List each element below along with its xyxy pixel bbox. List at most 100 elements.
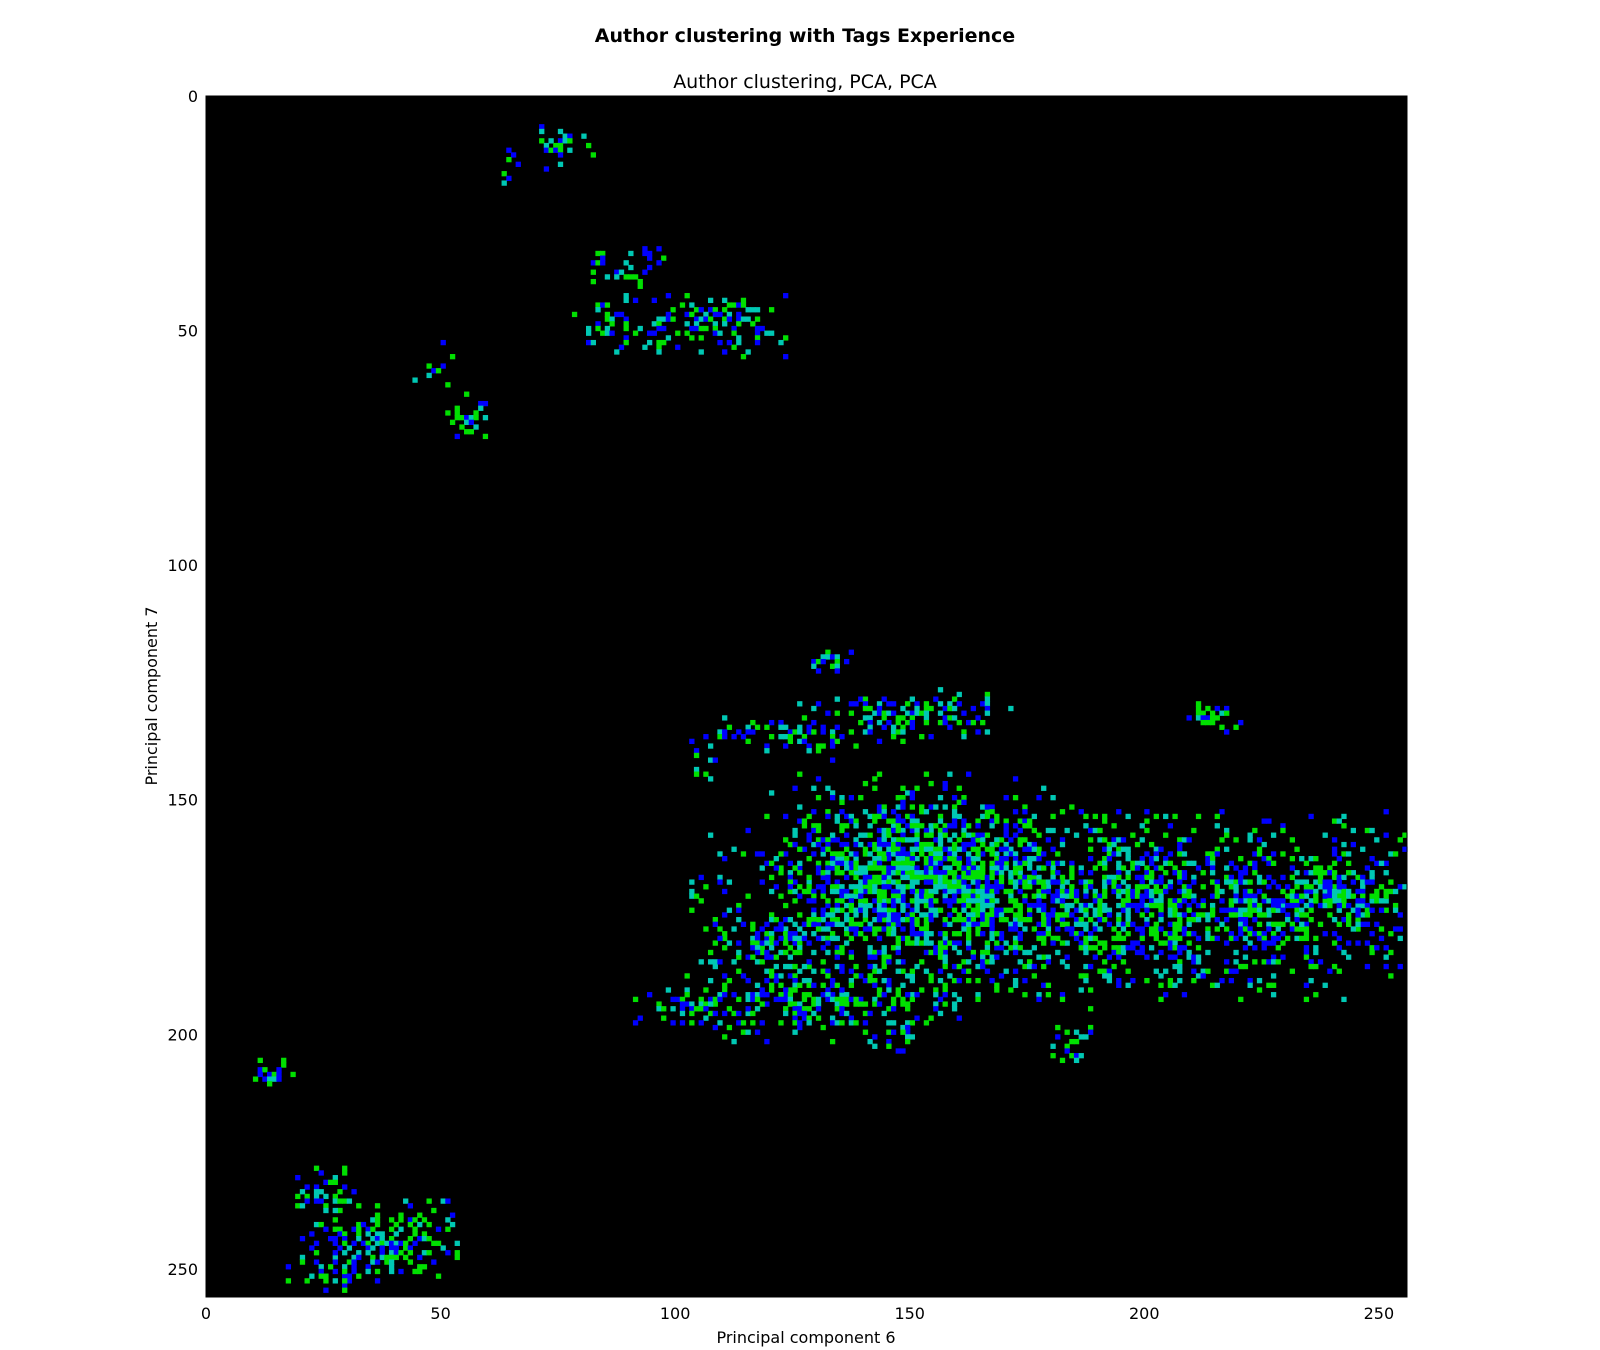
heatmap-cell — [890, 823, 897, 829]
heatmap-cell — [356, 1236, 362, 1242]
heatmap-cell — [1228, 935, 1235, 942]
heatmap-cell — [1224, 729, 1230, 735]
heatmap-cell — [342, 1278, 348, 1284]
heatmap-cell — [454, 1254, 460, 1261]
heatmap-cell — [834, 888, 840, 895]
heatmap-cell — [951, 874, 958, 881]
heatmap-cell — [618, 344, 625, 350]
heatmap-cell — [862, 846, 869, 852]
heatmap-cell — [881, 884, 887, 890]
heatmap-cell — [890, 912, 897, 918]
y-tick-label: 250 — [167, 1260, 198, 1279]
heatmap-cell — [515, 161, 521, 167]
heatmap-cell — [750, 935, 756, 942]
heatmap-cell — [1299, 893, 1305, 899]
heatmap-cell — [1139, 837, 1145, 843]
heatmap-cell — [933, 870, 939, 876]
heatmap-cell — [858, 879, 864, 885]
heatmap-cell — [858, 931, 864, 937]
heatmap-cell — [829, 1020, 836, 1026]
heatmap-cell — [872, 996, 878, 1003]
heatmap-cell — [1191, 977, 1197, 984]
heatmap-cell — [858, 841, 864, 848]
heatmap-cell — [468, 429, 475, 435]
heatmap-cell — [1331, 931, 1338, 937]
heatmap-cell — [1303, 860, 1310, 866]
heatmap-cell — [1041, 893, 1047, 899]
heatmap-cell — [961, 884, 967, 890]
heatmap-cell — [1247, 837, 1253, 843]
heatmap-cell — [646, 255, 653, 261]
heatmap-cell — [604, 302, 611, 308]
heatmap-cell — [844, 1001, 850, 1007]
heatmap-cell — [890, 865, 897, 871]
heatmap-cell — [778, 865, 784, 871]
heatmap-cell — [820, 658, 826, 665]
heatmap-cell — [445, 1198, 451, 1204]
heatmap-cell — [1308, 813, 1314, 820]
heatmap-cell — [947, 884, 953, 890]
heatmap-cell — [951, 804, 958, 810]
heatmap-cell — [745, 977, 751, 984]
heatmap-cell — [886, 719, 892, 726]
heatmap-cell — [773, 973, 779, 979]
heatmap-cell — [313, 1189, 320, 1195]
heatmap-cell — [271, 1071, 277, 1078]
heatmap-cell — [684, 992, 690, 998]
heatmap-cell — [961, 865, 967, 871]
heatmap-cell — [886, 977, 892, 984]
heatmap-cell — [825, 879, 831, 885]
heatmap-cell — [980, 832, 986, 838]
heatmap-cell — [951, 851, 958, 857]
heatmap-cell — [783, 851, 789, 857]
heatmap-cell — [384, 1259, 390, 1265]
heatmap-cell — [604, 316, 611, 322]
heatmap-cell — [1158, 917, 1164, 923]
heatmap-cell — [783, 963, 789, 970]
heatmap-cell — [862, 1020, 869, 1026]
heatmap-cell — [726, 724, 733, 730]
heatmap-cell — [1036, 902, 1042, 909]
heatmap-cell — [806, 1006, 812, 1012]
heatmap-cell — [1045, 982, 1052, 988]
heatmap-cell — [595, 260, 601, 266]
heatmap-cell — [919, 987, 925, 993]
heatmap-cell — [966, 856, 972, 862]
heatmap-cell — [1148, 912, 1155, 918]
heatmap-cell — [923, 931, 930, 937]
heatmap-cell — [942, 963, 948, 970]
heatmap-cell — [980, 719, 986, 726]
heatmap-cell — [890, 917, 897, 923]
heatmap-cell — [768, 917, 775, 923]
heatmap-cell — [1172, 963, 1178, 970]
heatmap-cell — [1050, 940, 1056, 946]
heatmap-cell — [914, 856, 920, 862]
heatmap-cell — [923, 1020, 930, 1026]
heatmap-cell — [1294, 912, 1300, 918]
heatmap-cell — [1055, 926, 1061, 932]
heatmap-cell — [1055, 898, 1061, 904]
heatmap-cell — [1331, 888, 1338, 895]
heatmap-cell — [323, 1179, 329, 1185]
heatmap-cell — [998, 907, 1005, 913]
heatmap-cell — [1055, 888, 1061, 895]
heatmap-cell — [890, 879, 897, 885]
heatmap-cell — [1238, 963, 1244, 970]
heatmap-cell — [1059, 959, 1066, 965]
heatmap-cell — [1205, 931, 1211, 937]
heatmap-cell — [1069, 1038, 1075, 1045]
heatmap-cell — [689, 893, 695, 899]
heatmap-cell — [815, 1006, 822, 1012]
heatmap-cell — [1186, 902, 1192, 909]
heatmap-cell — [1252, 902, 1258, 909]
heatmap-cell — [928, 898, 934, 904]
heatmap-cell — [1322, 931, 1328, 937]
heatmap-cell — [1177, 959, 1183, 965]
heatmap-cell — [1238, 907, 1244, 913]
heatmap-cell — [707, 307, 714, 313]
heatmap-cell — [947, 856, 953, 862]
heatmap-cell — [1195, 813, 1202, 820]
heatmap-cell — [600, 255, 606, 261]
heatmap-cell — [745, 954, 751, 960]
heatmap-cell — [1153, 813, 1159, 820]
